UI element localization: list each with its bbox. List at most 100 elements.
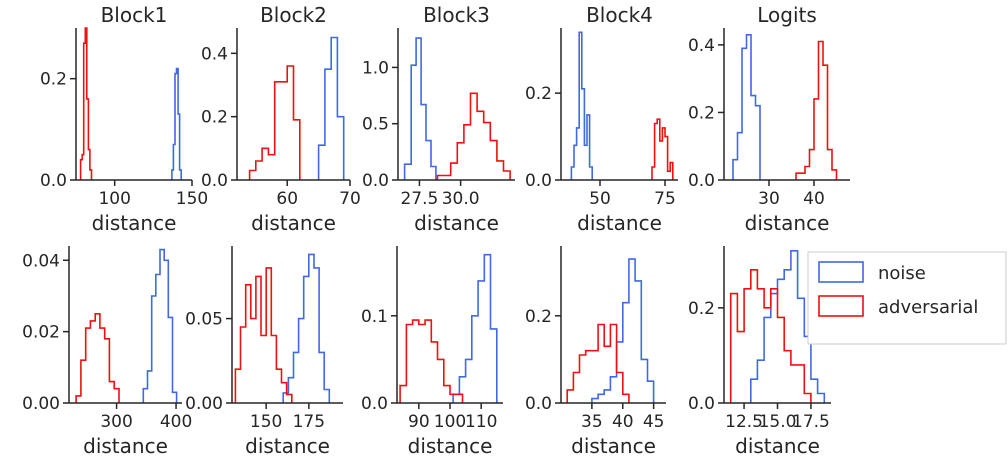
legend-label-adversarial: adversarial [878, 297, 978, 318]
x-tick-label: 45 [643, 412, 665, 432]
x-axis-label: distance [245, 434, 330, 458]
y-tick-label: 0.5 [362, 115, 389, 135]
x-tick-label: 17.5 [792, 412, 830, 432]
y-tick-label: 0.02 [22, 323, 60, 343]
histogram-adversarial [248, 65, 301, 180]
histogram-adversarial [729, 269, 812, 403]
histogram-noise [591, 258, 655, 403]
x-axis-label: distance [745, 211, 830, 235]
histogram-adversarial [651, 118, 674, 180]
x-tick-label: 30 [758, 189, 780, 209]
x-tick-label: 100 [98, 189, 130, 209]
y-tick-label: 0.0 [40, 171, 67, 191]
y-tick-label: 0.0 [525, 171, 552, 191]
y-tick-label: 0.2 [40, 70, 67, 90]
y-tick-label: 0.4 [201, 44, 228, 64]
x-tick-label: 40 [612, 412, 634, 432]
legend-swatch-adversarial [818, 295, 864, 317]
y-tick-label: 0.2 [688, 299, 715, 319]
y-tick-label: 0.2 [525, 307, 552, 327]
histogram-noise [317, 36, 345, 180]
histogram-adversarial [566, 323, 630, 403]
y-tick-label: 0.0 [361, 394, 388, 414]
x-axis-label: distance [735, 434, 820, 458]
panel-title: Logits [757, 3, 817, 27]
x-tick-label: 150 [250, 412, 282, 432]
x-tick-label: 12.5 [725, 412, 763, 432]
y-tick-label: 0.2 [525, 84, 552, 104]
panel-title: Block1 [101, 3, 168, 27]
y-tick-label: 0.2 [201, 108, 228, 128]
x-tick-label: 27.5 [400, 189, 438, 209]
y-tick-label: 0.2 [688, 103, 715, 123]
x-axis-label: distance [92, 211, 177, 235]
y-tick-label: 0.00 [22, 394, 60, 414]
legend: noise adversarial [807, 251, 1007, 345]
y-tick-label: 0.0 [688, 394, 715, 414]
y-tick-label: 0.1 [361, 307, 388, 327]
histogram-noise [142, 248, 178, 403]
legend-frame [807, 251, 1007, 345]
legend-label-noise: noise [878, 263, 926, 284]
histogram-noise [452, 253, 498, 403]
y-tick-label: 0.05 [185, 310, 223, 330]
x-axis-label: distance [83, 434, 168, 458]
x-tick-label: 90 [408, 412, 430, 432]
histogram-noise [570, 31, 593, 180]
y-tick-label: 0.4 [688, 36, 715, 56]
y-tick-label: 0.0 [362, 171, 389, 191]
y-tick-label: 0.0 [688, 171, 715, 191]
x-tick-label: 175 [293, 412, 325, 432]
x-tick-label: 30.0 [442, 189, 480, 209]
histogram-adversarial [399, 319, 464, 403]
x-tick-label: 75 [654, 189, 676, 209]
y-tick-label: 0.04 [22, 251, 60, 271]
histogram-noise [403, 37, 437, 180]
histogram-adversarial [75, 313, 120, 403]
x-axis-label: distance [577, 211, 662, 235]
x-tick-label: 35 [581, 412, 603, 432]
x-tick-label: 50 [589, 189, 611, 209]
x-tick-label: 400 [160, 412, 192, 432]
y-tick-label: 1.0 [362, 58, 389, 78]
y-tick-label: 0.0 [525, 394, 552, 414]
x-axis-label: distance [571, 434, 656, 458]
histogram-adversarial [79, 27, 93, 180]
x-tick-label: 70 [339, 189, 361, 209]
x-tick-label: 100 [434, 412, 466, 432]
x-axis-label: distance [251, 211, 336, 235]
x-axis-label: distance [414, 211, 499, 235]
x-tick-label: 110 [465, 412, 497, 432]
y-tick-label: 0.00 [185, 394, 223, 414]
histogram-noise [750, 250, 826, 403]
legend-swatch-noise [818, 261, 864, 283]
x-tick-label: 40 [803, 189, 825, 209]
histogram-noise [282, 253, 331, 403]
histogram-adversarial [234, 267, 293, 403]
histogram-adversarial [436, 92, 511, 180]
x-tick-label: 60 [276, 189, 298, 209]
x-tick-label: 15.0 [759, 412, 797, 432]
x-tick-label: 150 [176, 189, 208, 209]
x-axis-label: distance [408, 434, 493, 458]
x-tick-label: 300 [100, 412, 132, 432]
histogram-adversarial [795, 40, 838, 180]
y-tick-label: 0.0 [201, 171, 228, 191]
histogram-noise [732, 34, 761, 180]
panel-title: Block3 [423, 3, 490, 27]
histogram-noise [171, 67, 182, 180]
panel-title: Block2 [260, 3, 327, 27]
panel-title: Block4 [586, 3, 653, 27]
